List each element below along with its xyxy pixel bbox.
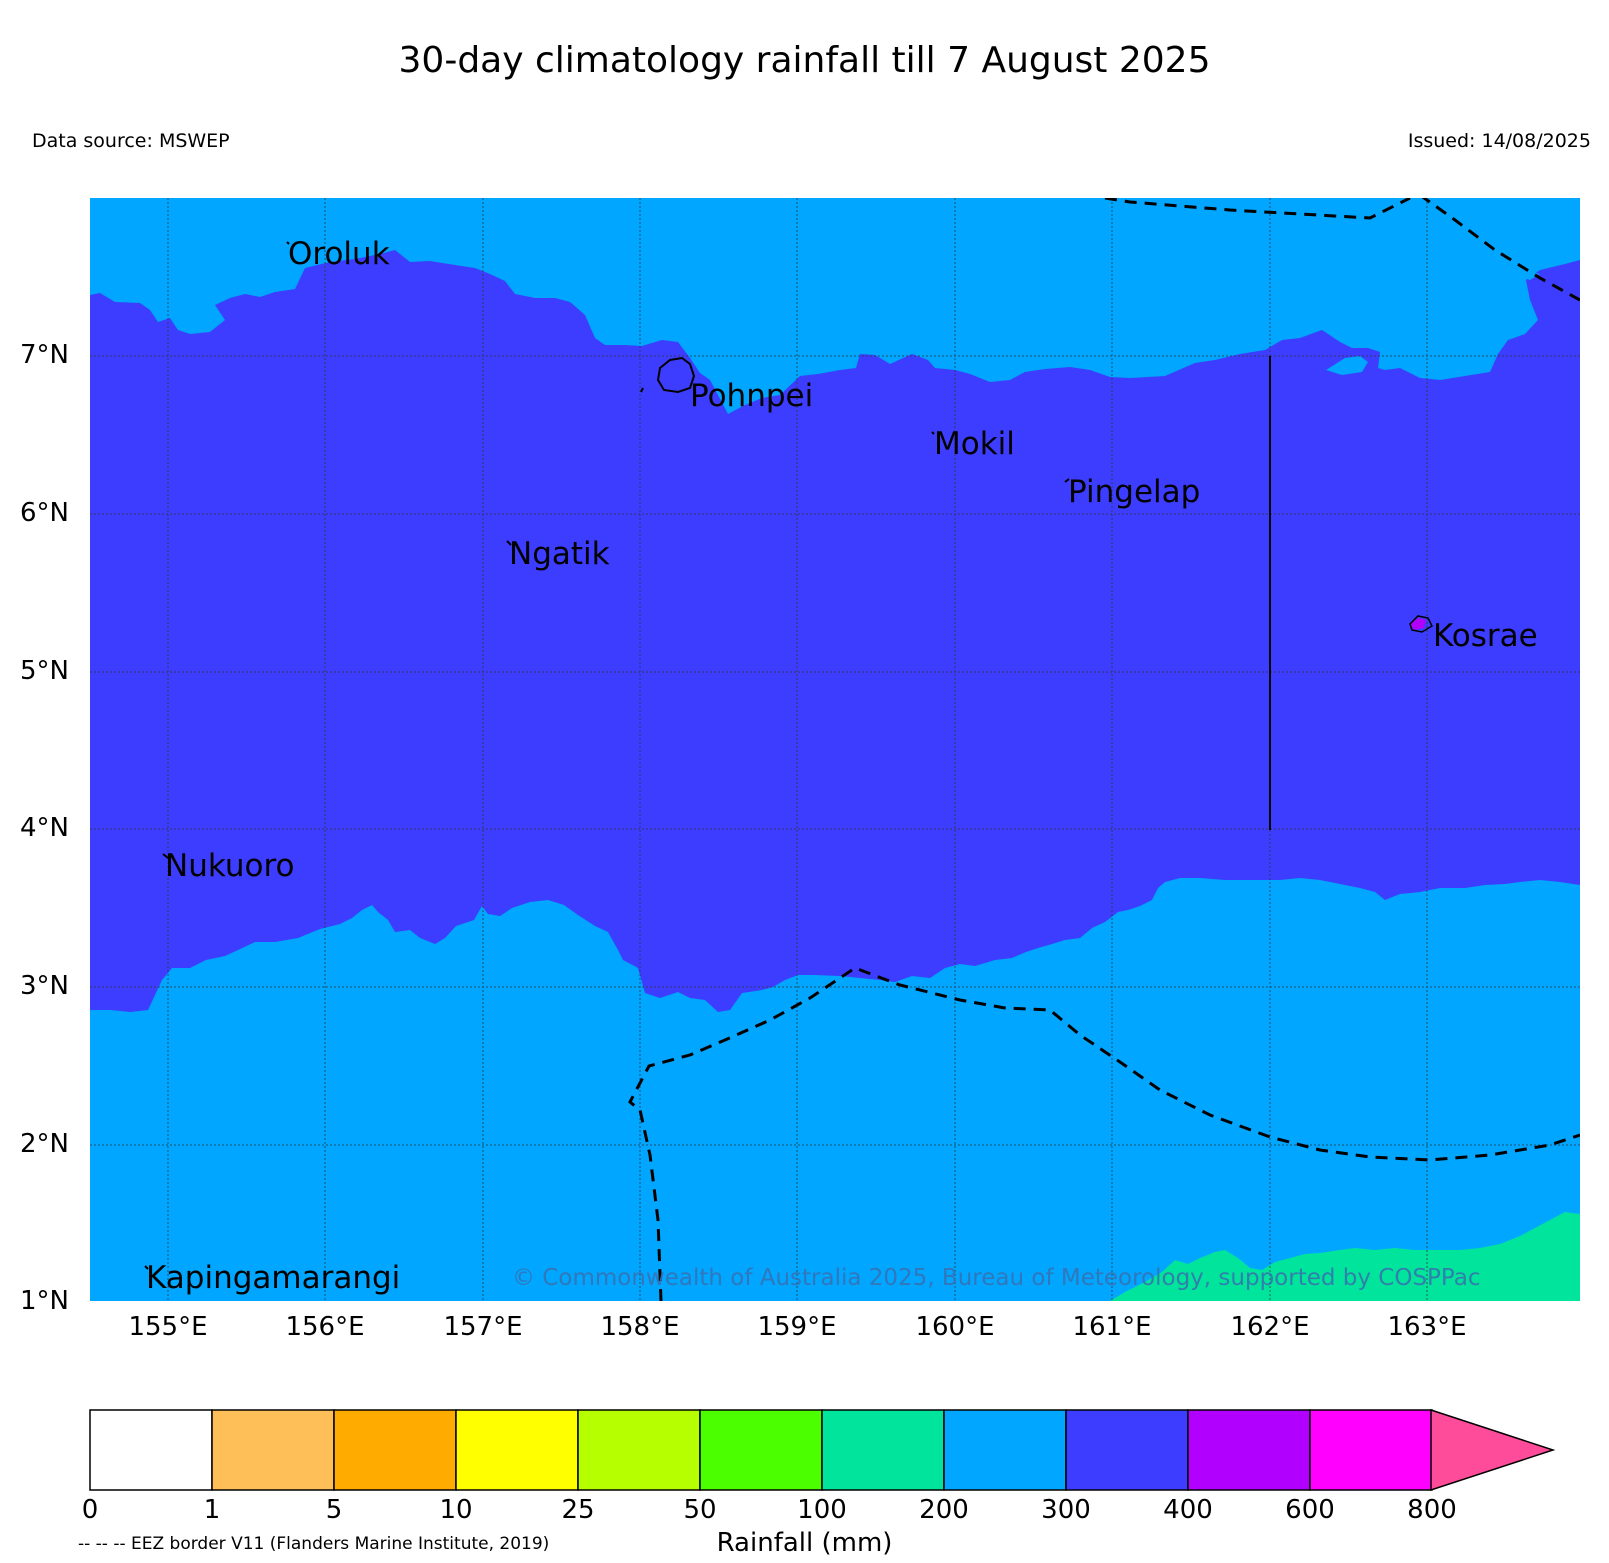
colorbar-swatch: [455, 1409, 579, 1491]
lat-label-2n: 2°N: [20, 1129, 69, 1159]
eez-legend-note: -- -- -- EEZ border V11 (Flanders Marine…: [78, 1534, 550, 1554]
lat-label-5n: 5°N: [20, 656, 69, 686]
colorbar-tick: 0: [81, 1495, 99, 1525]
place-pohnpei: Pohnpei: [690, 378, 814, 414]
lon-label-161e: 161°E: [1072, 1312, 1152, 1342]
island-markers: [144, 241, 1070, 1270]
lon-label-162e: 162°E: [1230, 1312, 1310, 1342]
graticule: [90, 198, 1580, 1301]
colorbar-swatch: [699, 1409, 823, 1491]
place-mokil: Mokil: [934, 426, 1015, 462]
kosrae-island: [1409, 615, 1433, 633]
lat-label-3n: 3°N: [20, 971, 69, 1001]
band-100-200: [1110, 1212, 1580, 1301]
colorbar-tick: 100: [797, 1495, 847, 1525]
colorbar-swatch: [333, 1409, 457, 1491]
lon-label-160e: 160°E: [915, 1312, 995, 1342]
lat-label-6n: 6°N: [20, 498, 69, 528]
colorbar-tick: 5: [325, 1495, 343, 1525]
colorbar-tick: 400: [1163, 1495, 1213, 1525]
place-pingelap: Pingelap: [1068, 474, 1201, 510]
colorbar-swatch: [89, 1409, 213, 1491]
colorbar-extend-arrow: [1430, 1408, 1556, 1492]
band-300-400: [90, 250, 1580, 1012]
pohnpei-island: [656, 356, 696, 394]
lon-label-157e: 157°E: [443, 1312, 523, 1342]
lon-label-155e: 155°E: [128, 1312, 208, 1342]
copyright-notice: © Commonwealth of Australia 2025, Bureau…: [512, 1265, 1481, 1291]
lat-label-4n: 4°N: [20, 813, 69, 843]
colorbar-tick: 25: [561, 1495, 595, 1525]
colorbar-swatch: [821, 1409, 945, 1491]
colorbar-tick: 200: [919, 1495, 969, 1525]
colorbar-tick: 800: [1407, 1495, 1457, 1525]
place-kapingamarangi: Kapingamarangi: [146, 1260, 401, 1296]
colorbar-swatch: [1187, 1409, 1311, 1491]
colorbar-tick: 600: [1285, 1495, 1335, 1525]
data-source: Data source: MSWEP: [32, 130, 230, 152]
place-kosrae: Kosrae: [1433, 618, 1538, 654]
lat-label-1n: 1°N: [20, 1286, 69, 1316]
colorbar-tick: 10: [439, 1495, 473, 1525]
colorbar-swatch: [211, 1409, 335, 1491]
lon-label-159e: 159°E: [757, 1312, 837, 1342]
place-ngatik: Ngatik: [509, 536, 610, 572]
colorbar-swatch: [1065, 1409, 1189, 1491]
colorbar-swatch: [577, 1409, 701, 1491]
colorbar: [89, 1408, 1556, 1492]
eez-border: [628, 198, 1580, 1301]
colorbar-swatch: [1309, 1409, 1433, 1491]
lat-label-7n: 7°N: [20, 340, 69, 370]
lon-label-156e: 156°E: [285, 1312, 365, 1342]
colorbar-title: Rainfall (mm): [716, 1528, 893, 1558]
lon-label-158e: 158°E: [600, 1312, 680, 1342]
lon-label-163e: 163°E: [1387, 1312, 1467, 1342]
place-oroluk: Oroluk: [288, 236, 390, 272]
issued-date: Issued: 14/08/2025: [1407, 130, 1591, 152]
colorbar-tick: 300: [1041, 1495, 1091, 1525]
colorbar-tick: 50: [683, 1495, 717, 1525]
colorbar-tick: 1: [203, 1495, 221, 1525]
place-nukuoro: Nukuoro: [165, 848, 295, 884]
colorbar-swatch: [943, 1409, 1067, 1491]
map-title: 30-day climatology rainfall till 7 Augus…: [398, 40, 1211, 81]
